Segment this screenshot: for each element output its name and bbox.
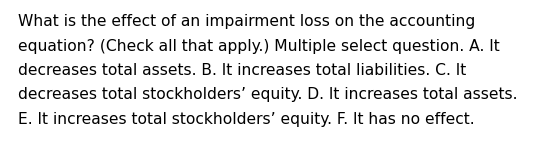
Text: decreases total assets. B. It increases total liabilities. C. It: decreases total assets. B. It increases …: [18, 63, 466, 78]
Text: What is the effect of an impairment loss on the accounting: What is the effect of an impairment loss…: [18, 14, 475, 29]
Text: equation? (Check all that apply.) Multiple select question. A. It: equation? (Check all that apply.) Multip…: [18, 39, 500, 53]
Text: decreases total stockholders’ equity. D. It increases total assets.: decreases total stockholders’ equity. D.…: [18, 87, 517, 102]
Text: E. It increases total stockholders’ equity. F. It has no effect.: E. It increases total stockholders’ equi…: [18, 112, 475, 127]
